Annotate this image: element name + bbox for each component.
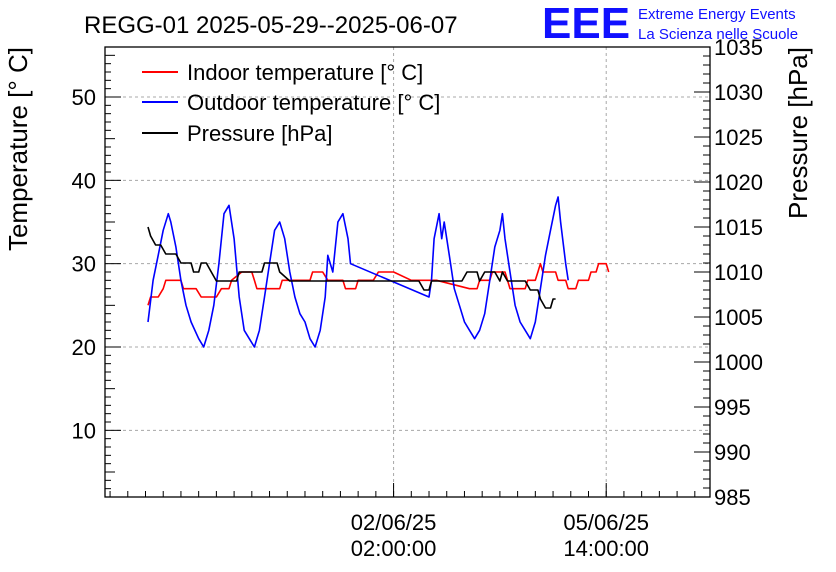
y2-tick-label: 1030 xyxy=(714,80,763,105)
logo-line-2: La Scienza nelle Scuole xyxy=(638,26,798,43)
chart-title: REGG-01 2025-05-29--2025-06-07 xyxy=(84,12,458,39)
legend: Indoor temperature [° C] Outdoor tempera… xyxy=(142,60,440,146)
legend-label-indoor: Indoor temperature [° C] xyxy=(187,60,423,85)
y-tick-label: 10 xyxy=(72,418,96,443)
series-layer xyxy=(147,196,610,348)
axes: 1020304050985990995100010051010101510201… xyxy=(72,35,763,561)
legend-label-pressure: Pressure [hPa] xyxy=(187,121,333,146)
y-tick-label: 40 xyxy=(72,168,96,193)
y2-tick-label: 995 xyxy=(714,395,751,420)
x-tick-label-date: 02/06/25 xyxy=(351,510,437,535)
x-tick-label-time: 14:00:00 xyxy=(563,536,649,561)
eee-logo: EEE Extreme Energy Events La Scienza nel… xyxy=(542,0,798,48)
y2-axis-title: Pressure [hPa] xyxy=(783,47,813,219)
y2-tick-label: 1010 xyxy=(714,260,763,285)
y2-tick-label: 1025 xyxy=(714,125,763,150)
x-tick-label-date: 05/06/25 xyxy=(563,510,649,535)
y2-tick-label: 985 xyxy=(714,485,751,510)
y2-tick-label: 990 xyxy=(714,440,751,465)
legend-label-outdoor: Outdoor temperature [° C] xyxy=(187,90,440,115)
y2-tick-label: 1000 xyxy=(714,350,763,375)
y-tick-label: 50 xyxy=(72,85,96,110)
eee-logo-mark: EEE xyxy=(542,0,630,48)
y-axis-title: Temperature [° C] xyxy=(3,47,33,251)
y2-tick-label: 1035 xyxy=(714,35,763,60)
series-line-indoor xyxy=(147,262,610,306)
y2-tick-label: 1005 xyxy=(714,305,763,330)
y-tick-label: 20 xyxy=(72,335,96,360)
x-tick-label-time: 02:00:00 xyxy=(351,536,437,561)
y-tick-label: 30 xyxy=(72,252,96,277)
logo-line-1: Extreme Energy Events xyxy=(638,6,796,23)
y2-tick-label: 1020 xyxy=(714,170,763,195)
series-line-outdoor xyxy=(147,196,569,348)
series-line-pressure xyxy=(147,226,556,309)
y2-tick-label: 1015 xyxy=(714,215,763,240)
